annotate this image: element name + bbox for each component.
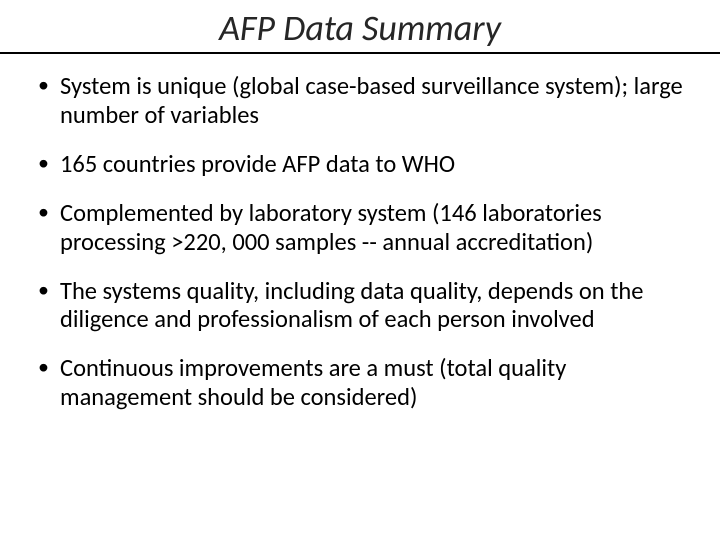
list-item: System is unique (global case-based surv… — [36, 72, 684, 130]
slide-container: AFP Data Summary System is unique (globa… — [0, 0, 720, 540]
bullet-list: System is unique (global case-based surv… — [36, 72, 684, 412]
list-item: Complemented by laboratory system (146 l… — [36, 199, 684, 257]
title-underline — [0, 52, 720, 54]
slide-title: AFP Data Summary — [219, 6, 501, 50]
list-item: Continuous improvements are a must (tota… — [36, 354, 684, 412]
title-area: AFP Data Summary — [0, 0, 720, 54]
list-item: 165 countries provide AFP data to WHO — [36, 150, 684, 179]
list-item: The systems quality, including data qual… — [36, 277, 684, 335]
content-area: System is unique (global case-based surv… — [0, 54, 720, 412]
